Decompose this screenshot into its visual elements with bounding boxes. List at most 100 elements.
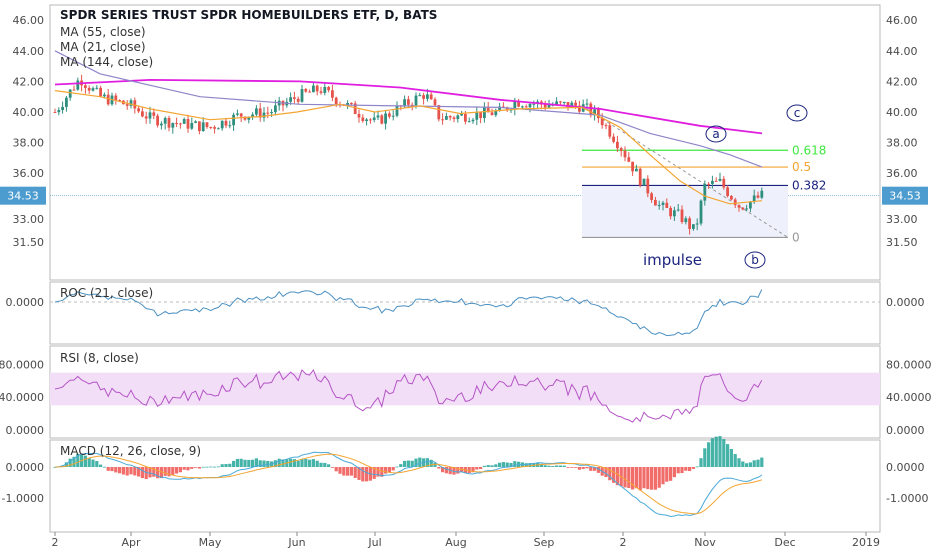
macd-histogram-bar [292, 459, 296, 467]
macd-histogram-bar [699, 458, 703, 467]
candle-body [137, 108, 140, 112]
candle-body [232, 114, 235, 126]
candle-body [718, 178, 722, 181]
macd-histogram-bar [684, 467, 688, 471]
candle-body [726, 187, 729, 196]
macd-pane[interactable] [49, 439, 881, 533]
candle-body [312, 85, 315, 93]
fib-retracement[interactable]: 0.618 0.5 0.382 0 [581, 105, 826, 245]
candle-body [251, 114, 254, 117]
candle-body [619, 148, 623, 151]
macd-histogram-bar [296, 460, 300, 467]
macd-histogram-bar [665, 467, 669, 482]
candle-body [365, 119, 368, 122]
macd-histogram-bar [338, 467, 342, 474]
wave-circle [744, 251, 766, 269]
candle-body [91, 88, 95, 91]
macd-histogram-bar [479, 467, 483, 470]
macd-series [53, 436, 764, 518]
candle-body [224, 120, 228, 126]
candle-body [84, 85, 87, 88]
candle-body [517, 101, 520, 107]
candle-body [182, 119, 186, 124]
macd-histogram-bar [589, 467, 593, 471]
macd-histogram-bar [710, 438, 714, 467]
macd-histogram-bar [729, 448, 733, 467]
candle-body [471, 119, 475, 122]
candle-body [604, 125, 608, 127]
macd-histogram-bar [91, 459, 95, 467]
roc-pane[interactable] [49, 281, 881, 345]
candle-body [152, 112, 156, 116]
price-tick-left: 42.00 [13, 75, 45, 88]
macd-histogram-bar [376, 467, 380, 477]
macd-histogram-bar [224, 464, 228, 467]
macd-histogram-bar [342, 467, 346, 476]
candle-body [175, 123, 178, 125]
macd-histogram-bar [171, 467, 175, 475]
price-tick-left: 36.00 [13, 167, 45, 180]
x-tick-label: Sep [534, 536, 555, 549]
candle-body [236, 113, 239, 115]
wave-label-a: a [712, 127, 719, 141]
candle-body [680, 209, 684, 223]
macd-histogram-bar [201, 466, 205, 468]
candle-body [296, 98, 300, 102]
macd-title[interactable]: MACD (12, 26, close, 9) [60, 444, 201, 458]
candle-body [160, 123, 163, 126]
candle-body [752, 195, 756, 202]
candle-body [692, 224, 695, 229]
candle-body [745, 208, 748, 210]
candle-body [642, 178, 646, 186]
macd-line [54, 451, 763, 518]
macd-histogram-bar [182, 467, 186, 470]
candle-body [437, 105, 441, 120]
fib-level-label: 0.382 [792, 178, 826, 192]
candle-body [479, 112, 482, 119]
rsi-title[interactable]: RSI (8, close) [60, 351, 139, 365]
study-ma21[interactable]: MA (21, close) [60, 40, 146, 54]
candle-body [627, 157, 631, 162]
candle-body [334, 97, 338, 105]
macd-histogram-bar [262, 460, 266, 467]
candle-body [163, 118, 167, 124]
candle-body [445, 116, 448, 120]
candle-body [524, 106, 528, 108]
study-ma144[interactable]: MA (144, close) [60, 55, 153, 69]
candle-body [418, 95, 422, 97]
macd-histogram-bar [334, 467, 338, 472]
macd-histogram-bar [273, 460, 277, 467]
candle-body [209, 126, 213, 128]
candle-body [490, 112, 494, 116]
study-ma55[interactable]: MA (55, close) [60, 25, 146, 39]
macd-histogram-bar [695, 466, 699, 468]
candle-body [467, 121, 471, 123]
macd-histogram-bar [239, 458, 243, 467]
candle-body [262, 112, 266, 118]
candle-body [403, 99, 406, 106]
candle-body [270, 112, 273, 114]
macd-histogram-bar [627, 467, 631, 489]
candle-body [315, 85, 319, 92]
macd-histogram-bar [631, 467, 635, 490]
macd-histogram-bar [505, 462, 509, 467]
candle-body [323, 86, 327, 93]
macd-histogram-bar [118, 467, 122, 474]
macd-histogram-bar [186, 467, 190, 471]
macd-histogram-bar [577, 467, 581, 470]
candle-body [274, 105, 277, 113]
candle-body [608, 125, 612, 137]
candle-body [513, 101, 517, 110]
candle-body [494, 110, 498, 116]
candle-body [228, 125, 232, 127]
x-tick-label: Nov [694, 536, 716, 549]
macd-histogram-bar [558, 465, 562, 467]
roc-title[interactable]: ROC (21, close) [60, 286, 153, 300]
candle-body [350, 102, 353, 104]
macd-histogram-bar [722, 439, 726, 467]
macd-histogram-bar [319, 462, 323, 467]
macd-histogram-bar [691, 467, 695, 469]
macd-histogram-bar [114, 467, 118, 473]
macd-histogram-bar [387, 467, 391, 473]
price-pane[interactable] [49, 4, 881, 281]
